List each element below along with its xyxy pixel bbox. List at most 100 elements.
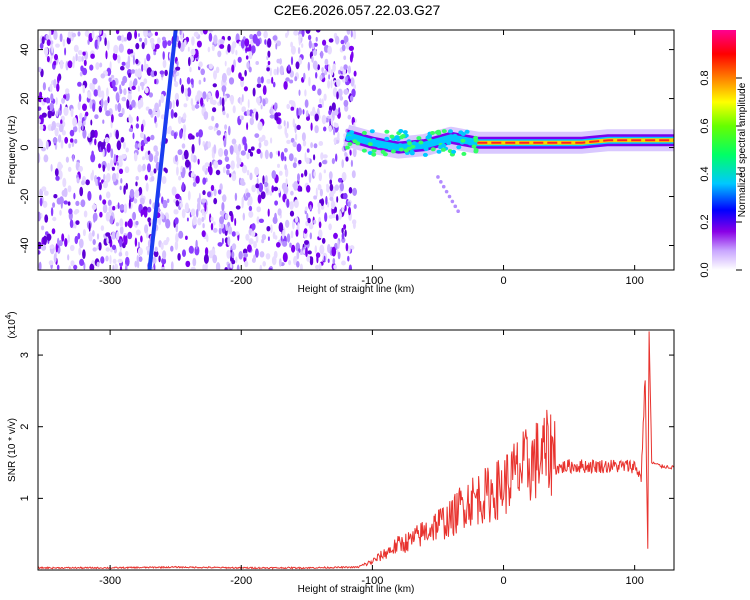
noise-blob bbox=[50, 93, 54, 102]
noise-blob bbox=[284, 164, 287, 171]
noise-blob bbox=[308, 40, 312, 49]
noise-blob bbox=[137, 247, 143, 256]
noise-blob bbox=[140, 235, 143, 243]
noise-blob bbox=[269, 67, 272, 77]
noise-blob bbox=[87, 190, 92, 201]
noise-blob bbox=[193, 31, 199, 37]
noise-blob bbox=[91, 30, 95, 39]
noise-blob bbox=[290, 106, 295, 111]
noise-blob bbox=[59, 103, 62, 111]
snr-marks bbox=[38, 331, 674, 570]
noise-blob bbox=[286, 103, 291, 110]
noise-blob bbox=[162, 199, 168, 209]
noise-blob bbox=[295, 133, 298, 141]
noise-blob bbox=[256, 83, 262, 88]
noise-blob bbox=[76, 177, 80, 184]
noise-blob bbox=[107, 40, 110, 51]
noise-blob bbox=[255, 248, 259, 258]
noise-blob bbox=[309, 232, 312, 240]
noise-blob bbox=[271, 185, 275, 193]
noise-blob bbox=[305, 247, 308, 258]
noise-blob bbox=[288, 100, 294, 105]
noise-blob bbox=[92, 103, 96, 112]
noise-blob bbox=[292, 118, 295, 128]
noise-blob bbox=[260, 151, 263, 159]
noise-blob bbox=[59, 33, 63, 42]
noise-blob bbox=[212, 254, 218, 264]
noise-blob bbox=[174, 240, 179, 251]
noise-blob bbox=[235, 149, 240, 157]
noise-blob bbox=[234, 218, 237, 226]
noise-blob bbox=[183, 130, 186, 141]
noise-blob bbox=[100, 98, 104, 108]
noise-blob bbox=[82, 103, 87, 111]
noise-blob bbox=[323, 255, 326, 263]
noise-blob bbox=[277, 124, 283, 130]
noise-blob bbox=[182, 124, 187, 134]
noise-blob bbox=[57, 75, 60, 84]
noise-blob bbox=[38, 118, 41, 124]
noise-blob bbox=[287, 64, 291, 71]
noise-blob bbox=[308, 222, 314, 230]
noise-blob bbox=[301, 132, 306, 142]
noise-blob bbox=[317, 206, 321, 215]
noise-blob bbox=[177, 116, 182, 124]
noise-blob bbox=[327, 201, 330, 208]
noise-blob bbox=[87, 91, 92, 99]
noise-blob bbox=[52, 137, 58, 144]
noise-blob bbox=[322, 154, 328, 159]
noise-blob bbox=[196, 201, 201, 212]
noise-blob bbox=[57, 161, 63, 172]
noise-blob bbox=[179, 129, 183, 139]
noise-blob bbox=[47, 110, 52, 119]
x-tick-label: -200 bbox=[230, 275, 252, 287]
noise-blob bbox=[223, 138, 227, 148]
ridge-speckle bbox=[422, 152, 428, 157]
noise-blob bbox=[318, 262, 322, 270]
noise-blob bbox=[100, 73, 106, 79]
noise-blob bbox=[146, 53, 151, 62]
noise-blob bbox=[162, 59, 167, 69]
noise-blob bbox=[106, 142, 111, 153]
noise-blob bbox=[174, 81, 179, 88]
noise-blob bbox=[119, 266, 123, 270]
noise-blob bbox=[119, 185, 122, 191]
noise-blob bbox=[341, 232, 345, 240]
noise-blob bbox=[229, 94, 235, 103]
noise-blob bbox=[272, 231, 276, 240]
noise-blob bbox=[241, 198, 244, 209]
noise-blob bbox=[219, 44, 225, 49]
ridge-speckle bbox=[390, 149, 396, 154]
noise-blob bbox=[256, 216, 260, 224]
noise-blob bbox=[208, 250, 214, 259]
noise-blob bbox=[316, 254, 319, 264]
noise-blob bbox=[247, 99, 250, 109]
ridge-speckle bbox=[473, 148, 479, 152]
ridge-speckle bbox=[456, 145, 462, 150]
noise-blob bbox=[266, 78, 271, 84]
noise-blob bbox=[161, 176, 167, 184]
noise-blob bbox=[327, 243, 331, 253]
noise-blob bbox=[323, 93, 327, 102]
noise-blob bbox=[51, 125, 54, 131]
ridge-speckle bbox=[430, 131, 435, 135]
noise-blob bbox=[83, 262, 86, 270]
noise-blob bbox=[203, 77, 206, 82]
noise-blob bbox=[77, 81, 82, 87]
noise-blob bbox=[128, 198, 131, 209]
x-tick-label: 100 bbox=[625, 575, 643, 587]
noise-blob bbox=[63, 200, 68, 205]
noise-blob bbox=[318, 172, 322, 182]
noise-blob bbox=[191, 36, 195, 46]
noise-blob bbox=[96, 233, 100, 240]
noise-blob bbox=[207, 46, 211, 53]
noise-blob bbox=[190, 78, 194, 85]
noise-blob bbox=[135, 229, 141, 236]
noise-blob bbox=[192, 181, 197, 187]
noise-blob bbox=[74, 235, 79, 245]
noise-blob bbox=[55, 243, 58, 253]
noise-blob bbox=[38, 250, 41, 255]
noise-blob bbox=[140, 209, 145, 216]
noise-blob bbox=[247, 200, 251, 206]
noise-blob bbox=[308, 173, 312, 184]
